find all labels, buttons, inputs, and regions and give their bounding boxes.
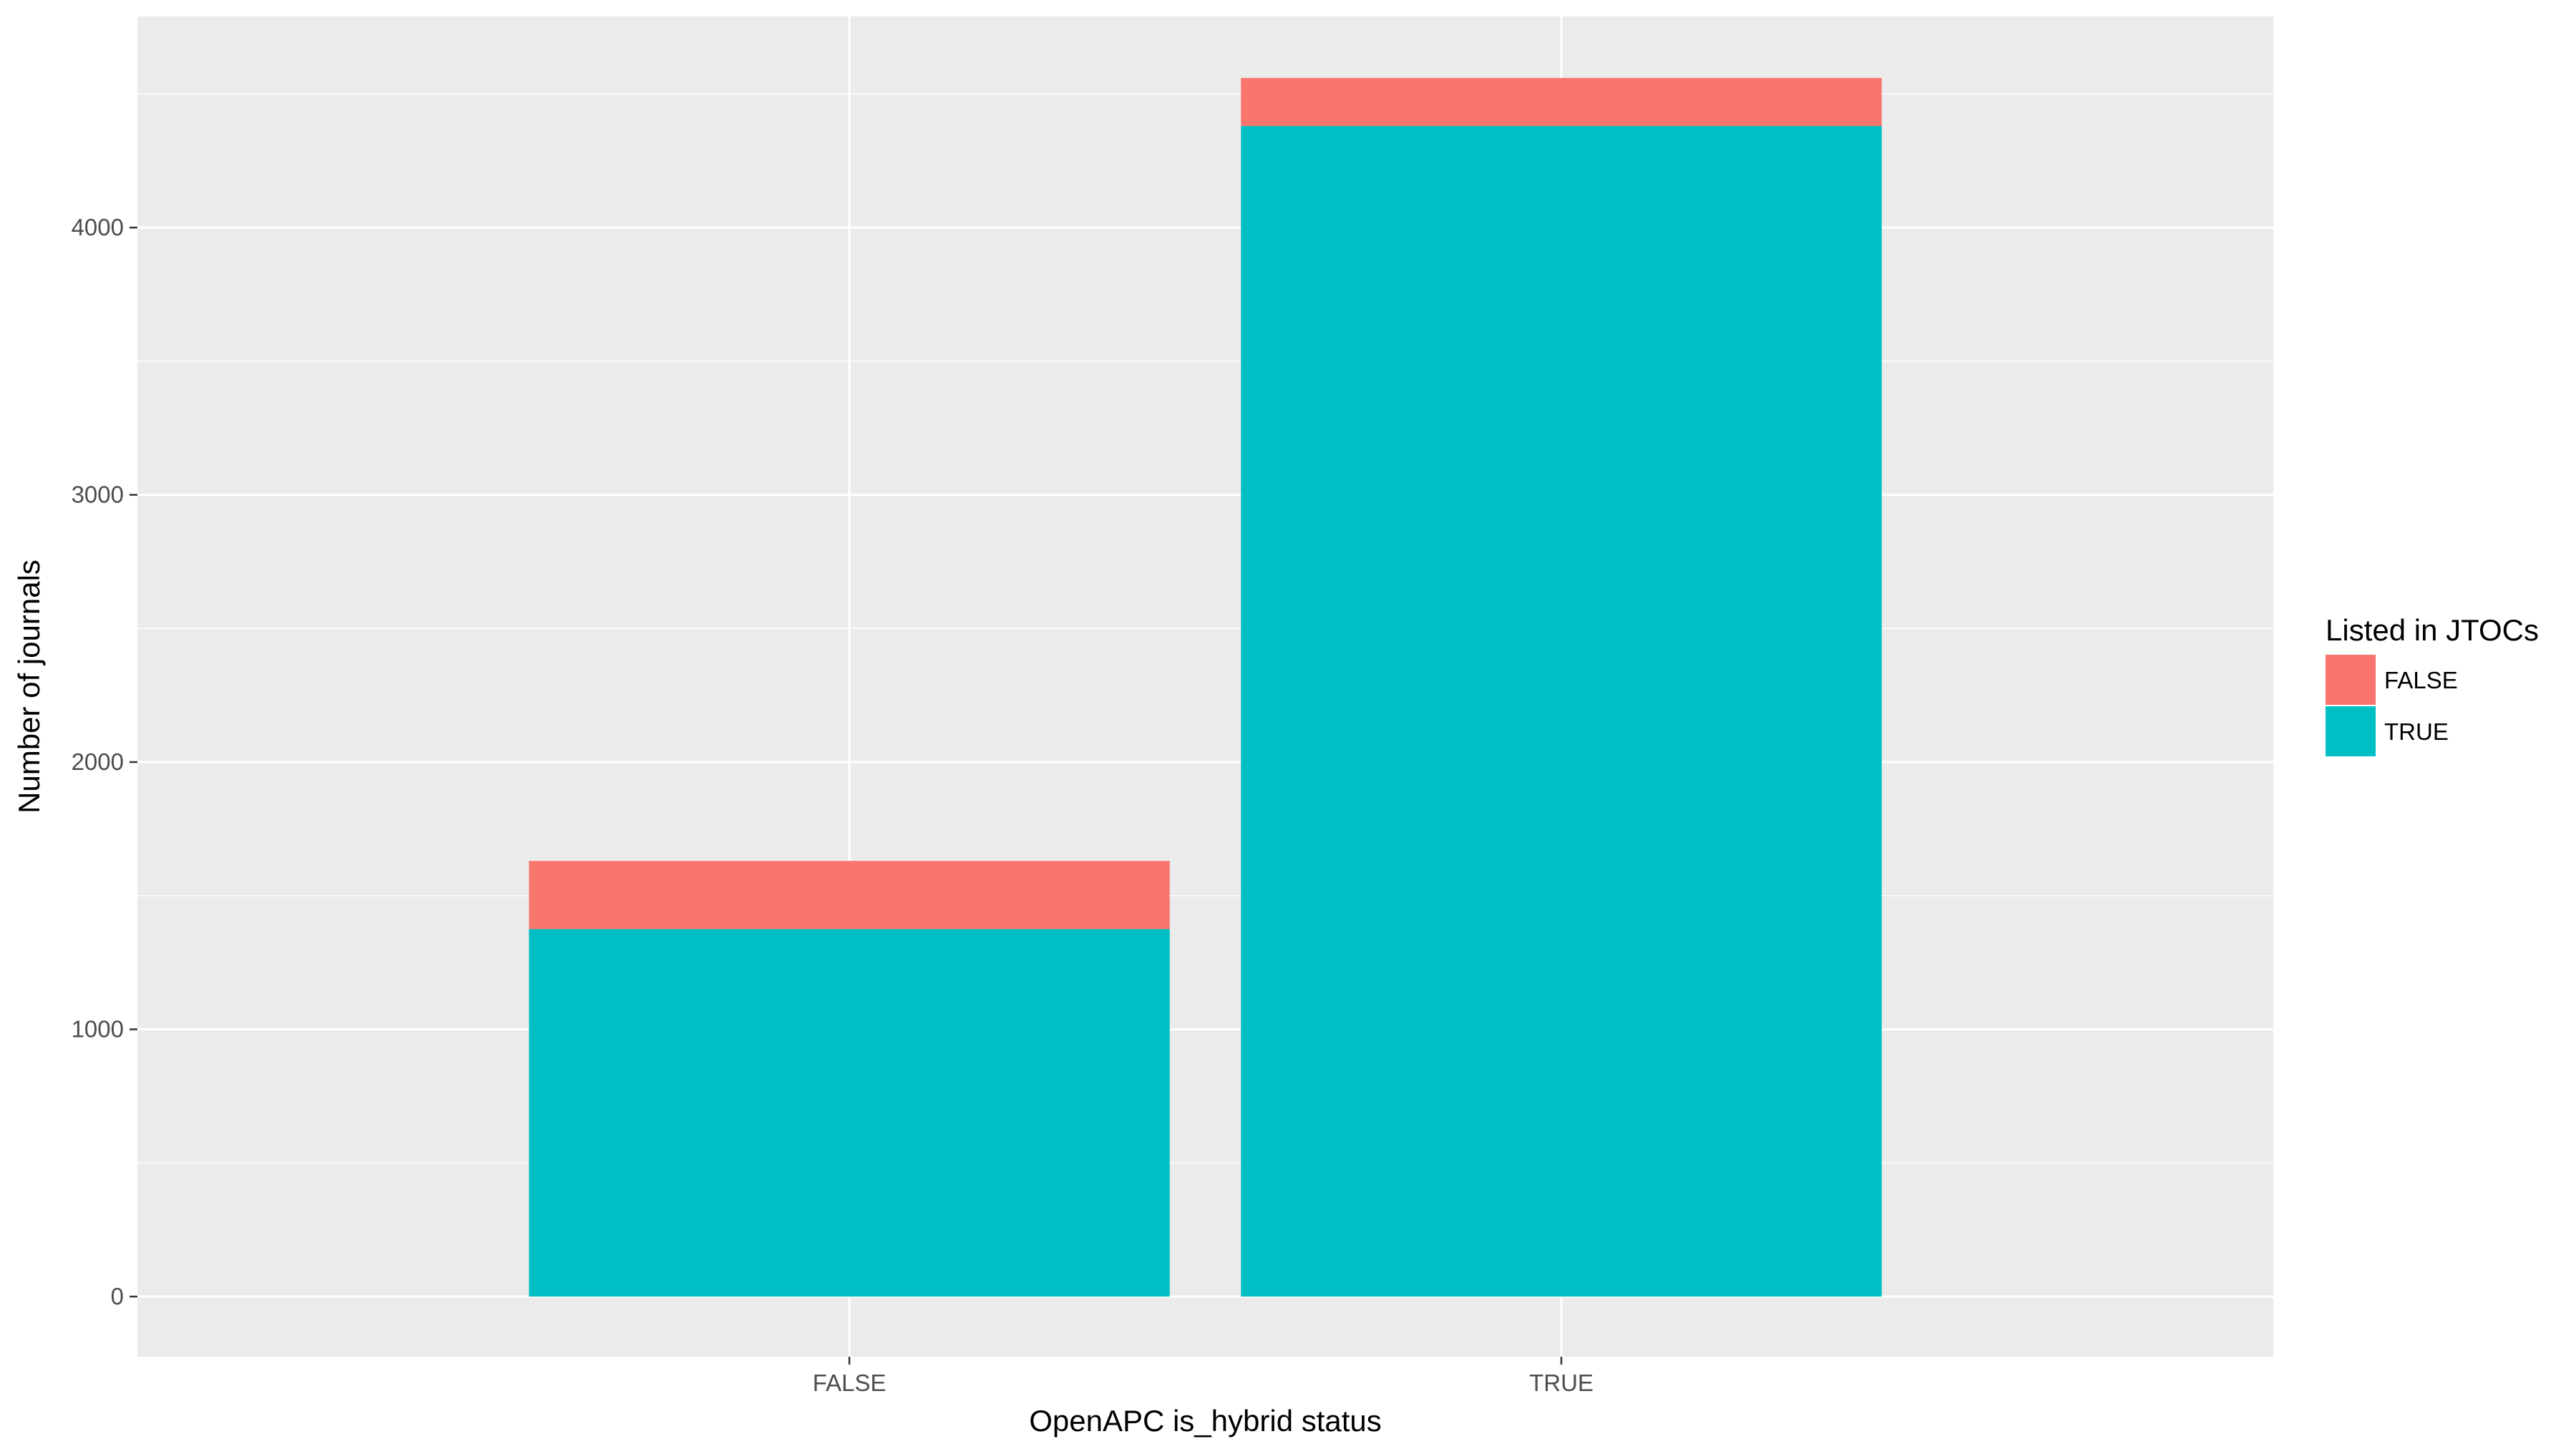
x-tick-label: FALSE: [813, 1370, 887, 1396]
bar-true-false: [1241, 77, 1882, 127]
y-tick-label: 0: [111, 1283, 124, 1309]
y-tick-label: 3000: [72, 482, 124, 508]
x-axis: FALSE TRUE: [813, 1357, 1594, 1396]
legend-swatch-true: [2326, 706, 2376, 756]
legend-label-false: FALSE: [2384, 667, 2458, 693]
legend-title: Listed in JTOCs: [2326, 613, 2539, 647]
legend-label-true: TRUE: [2384, 718, 2449, 745]
y-axis-title: Number of journals: [12, 560, 46, 814]
bar-false-true: [529, 929, 1170, 1297]
y-tick-label: 4000: [72, 214, 124, 240]
x-tick-label: TRUE: [1529, 1370, 1594, 1396]
panel-background: [137, 16, 2273, 1357]
y-axis: 0 1000 2000 3000 4000: [72, 214, 137, 1309]
minor-gridlines: [137, 93, 2273, 1163]
bar-true-true: [1241, 126, 1882, 1297]
legend-swatch-false: [2326, 655, 2376, 705]
x-axis-title: OpenAPC is_hybrid status: [1029, 1404, 1382, 1438]
y-tick-label: 1000: [72, 1015, 124, 1042]
bars: [529, 77, 1882, 1297]
legend: Listed in JTOCs FALSE TRUE: [2326, 613, 2539, 756]
y-tick-label: 2000: [72, 748, 124, 775]
bar-false-false: [529, 861, 1170, 930]
